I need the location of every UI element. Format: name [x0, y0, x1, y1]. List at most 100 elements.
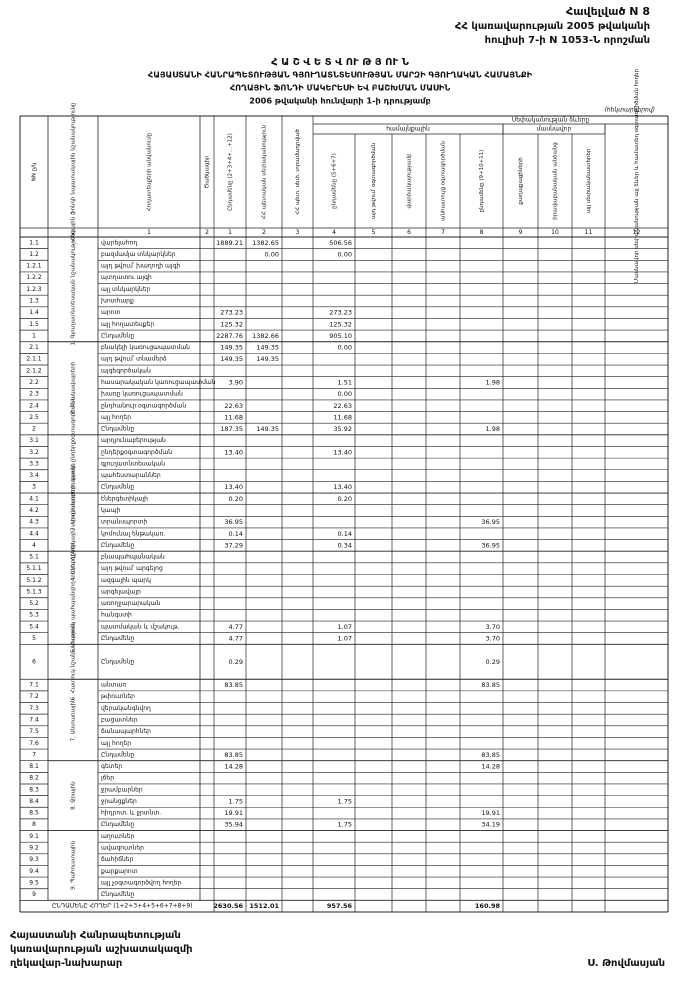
row-number: 5.4 — [29, 623, 39, 630]
total-label: ԸՆԴԱՄԵՆԸ ՀՈՂԵՐ (1+2+3+4+5+6+7+8+9) — [52, 903, 193, 910]
row-name: Ընդամենը — [101, 821, 134, 828]
column-header: վարձակալությամբ — [407, 153, 413, 209]
title-line: Հ Ա Շ Վ Ե Տ Վ ՈՒ Թ Յ ՈՒ Ն — [271, 57, 409, 68]
column-number: 0 — [71, 229, 75, 236]
row-number: 7.1 — [29, 682, 39, 689]
cell-value: 0.20 — [229, 495, 243, 503]
row-number: 8.4 — [29, 798, 39, 805]
column-number: 5 — [372, 229, 376, 236]
row-number: 2.1.1 — [26, 356, 41, 363]
header-line: ՀՀ կառավարության 2005 թվականի — [455, 21, 650, 32]
row-name: պտղատու այգի — [101, 274, 152, 281]
row-number: 8.2 — [29, 775, 39, 782]
row-name: գետեր — [101, 763, 122, 770]
title-line: ՀԱՅԱՍՏԱՆԻ ՀԱՆՐԱՊԵՏՈՒԹՅԱՆ ԳՅՈՒՂԱՏՆՏԵՍՈՒԹՅ… — [148, 70, 533, 80]
row-number: 5.1.3 — [26, 588, 41, 595]
row-name: կապի — [101, 507, 120, 514]
cell-value: 11.68 — [333, 413, 352, 421]
row-number: 3 — [32, 484, 36, 491]
row-number: 2.4 — [29, 402, 39, 409]
row-number: 5.3 — [29, 612, 39, 619]
cell-value: 83.85 — [224, 681, 243, 689]
column-number: 2 — [262, 229, 266, 236]
row-number: 4.3 — [29, 519, 39, 526]
column-header: Հողային ֆոնդի նպատակային նշանակությունը — [71, 102, 77, 241]
column-number: 4 — [332, 229, 336, 236]
cell-value: 0.29 — [229, 658, 243, 666]
cell-value: 11.68 — [224, 413, 243, 421]
column-header: ընդամենը (5+6+7) — [332, 153, 338, 209]
signature: Ս. Թովմասյան — [587, 958, 665, 969]
column-header: Ընդամենը (2+3+4+...+12) — [228, 133, 234, 211]
cell-value: 905.10 — [329, 332, 352, 340]
row-number: 1.2.2 — [26, 274, 41, 281]
row-number: 1 — [32, 332, 36, 339]
cell-value: 149.35 — [220, 344, 243, 352]
cell-value: 1.98 — [486, 425, 500, 433]
cell-value: 0.00 — [338, 390, 352, 398]
row-name: այլ չօգտագործվող հողեր — [101, 879, 182, 886]
row-number: 1.2 — [29, 251, 39, 258]
row-number: 3.2 — [29, 449, 39, 456]
sub-header: մասնավոր — [537, 126, 572, 133]
cell-value: 22.63 — [333, 402, 352, 410]
row-name: այլ հողեր — [101, 414, 131, 421]
row-number: 3.1 — [29, 437, 39, 444]
group-label: 4. Էներգետիկայի, տրանսպորտի, կապի — [71, 463, 77, 581]
cell-value: 149.35 — [256, 344, 279, 352]
row-name: անտառ — [101, 682, 126, 689]
row-number: 9.5 — [29, 879, 39, 886]
footer-line: ղեկավար-նախարար — [10, 958, 122, 969]
row-number: 2.1.2 — [26, 367, 41, 374]
row-name: կոմունալ ենթակառ. — [101, 530, 165, 537]
cell-value: 1.75 — [338, 797, 352, 805]
cell-value: 149.35 — [256, 425, 279, 433]
header-line: Հավելված N 8 — [566, 5, 650, 18]
group-label: 3. Արդյունաբերության, ընդերքօգտագործման — [71, 397, 77, 531]
cell-value: 13.40 — [224, 448, 243, 456]
cell-value: 1.51 — [338, 378, 352, 386]
row-number: 1.1 — [29, 239, 39, 246]
cell-value: 83.85 — [224, 751, 243, 759]
row-number: 5.2 — [29, 600, 39, 607]
row-name: էներգետիկայի — [101, 495, 148, 502]
total-value: 1512.01 — [249, 902, 279, 910]
cell-value: 3.70 — [486, 635, 500, 643]
cell-value: 3.90 — [229, 378, 243, 386]
row-name: խոտհարք — [101, 298, 134, 305]
row-name: այլ հողեր — [101, 740, 131, 747]
column-number: 1 — [147, 229, 151, 236]
group-label: 5. Հատուկ պահպանվող տարածքներ — [71, 542, 77, 653]
cell-value: 1.98 — [486, 378, 500, 386]
row-number: 2 — [32, 426, 36, 433]
cell-value: 125.32 — [220, 320, 243, 328]
row-number: 3.4 — [29, 472, 39, 479]
row-name: թփուտներ — [101, 693, 135, 700]
row-name: ազգային պարկ — [101, 577, 151, 584]
cell-value: 506.56 — [329, 239, 352, 247]
column-number: 9 — [519, 229, 523, 236]
header-line: հուլիսի 7-ի N 1053-Ն որոշման — [485, 35, 650, 46]
cell-value: 83.85 — [481, 681, 500, 689]
group-label: 6. Հատուկ նշանակության — [71, 623, 77, 700]
column-header: NN ը/կ — [32, 163, 38, 182]
row-name: հանգստի — [101, 612, 132, 619]
group-label: 2. Բնակավայրերի — [71, 361, 77, 415]
cell-value: 125.32 — [329, 320, 352, 328]
cell-value: 187.35 — [220, 425, 243, 433]
row-name: քարքարոտ — [101, 868, 138, 875]
total-value: 2630.56 — [213, 902, 243, 910]
cell-value: 0.00 — [338, 250, 352, 258]
cell-value: 0.00 — [338, 344, 352, 352]
cell-value: 273.23 — [329, 309, 352, 317]
row-number: 9.4 — [29, 868, 39, 875]
column-header: ընդամենը (9+10+11) — [479, 150, 485, 213]
cell-value: 149.35 — [220, 355, 243, 363]
cell-value: 13.40 — [333, 448, 352, 456]
row-number: 5 — [32, 635, 36, 642]
row-name: բազմամյա տնկարկներ — [101, 251, 176, 258]
row-number: 2.1 — [29, 344, 39, 351]
cell-value: 1382.66 — [252, 332, 279, 340]
row-name: ճահիճներ — [101, 856, 134, 863]
row-number: 1.3 — [29, 298, 39, 305]
